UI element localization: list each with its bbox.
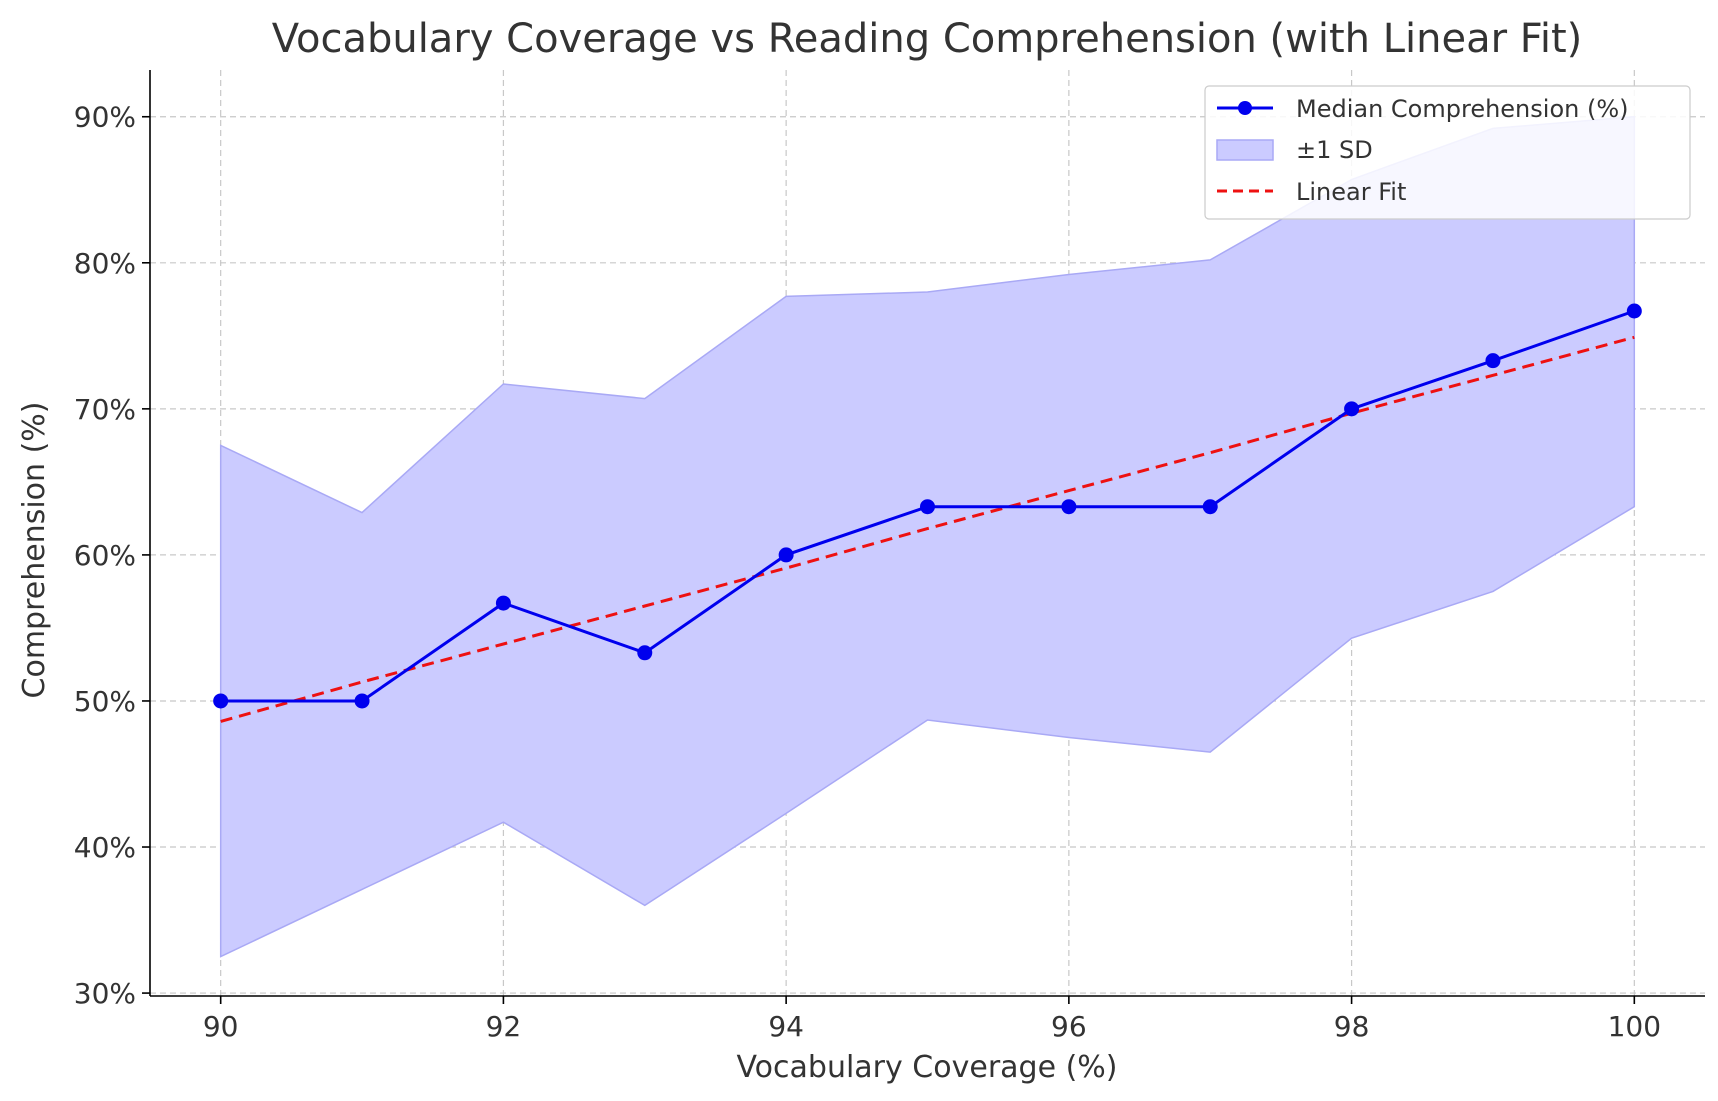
legend-median-marker-icon <box>1238 101 1252 115</box>
y-tick-label: 70% <box>74 393 136 426</box>
legend-box <box>1204 85 1691 220</box>
x-tick-label: 96 <box>1051 1010 1087 1043</box>
x-tick-label: 98 <box>1334 1010 1370 1043</box>
chart-title: Vocabulary Coverage vs Reading Comprehen… <box>272 16 1583 62</box>
median-point <box>920 499 935 515</box>
linear-fit-line <box>220 335 1635 723</box>
x-tick-label: 92 <box>486 1010 522 1043</box>
median-point <box>637 645 653 661</box>
median-point <box>1202 499 1218 515</box>
median-point <box>1485 353 1501 369</box>
y-tick-label: 30% <box>74 977 136 1010</box>
axes <box>142 70 1705 1004</box>
median-series-layer <box>213 303 1642 709</box>
median-point <box>354 693 370 709</box>
x-tick-label: 94 <box>768 1010 804 1043</box>
sd-band-layer <box>219 115 1636 958</box>
legend-median-label: Median Comprehension (%) <box>1296 95 1629 123</box>
y-tick-label: 50% <box>74 685 136 718</box>
x-axis-label: Vocabulary Coverage (%) <box>736 1050 1117 1085</box>
y-tick-label: 60% <box>74 539 136 572</box>
tick-labels: 90 92 94 96 98 100 30% 40% 50% 60% 70% 80% 90% <box>74 101 1661 1043</box>
y-axis-label: Comprehension (%) <box>17 402 52 699</box>
median-point <box>495 595 511 611</box>
legend: Median Comprehension (%) ±1 SD Linear Fi… <box>1204 85 1691 220</box>
median-point <box>1626 303 1642 319</box>
linear-fit-layer <box>220 335 1635 723</box>
y-tick-label: 90% <box>74 101 136 134</box>
x-tick-label: 90 <box>203 1010 239 1043</box>
legend-sd-label: ±1 SD <box>1296 136 1373 164</box>
y-tick-label: 40% <box>74 831 136 864</box>
median-point <box>1061 499 1077 515</box>
median-point <box>1344 401 1360 417</box>
median-point <box>213 693 229 709</box>
sd-band <box>219 115 1636 958</box>
x-tick-label: 100 <box>1608 1010 1661 1043</box>
y-tick-label: 80% <box>74 247 136 280</box>
median-point <box>778 547 794 563</box>
legend-fit-label: Linear Fit <box>1296 178 1406 206</box>
legend-sd-band-icon <box>1216 139 1274 161</box>
